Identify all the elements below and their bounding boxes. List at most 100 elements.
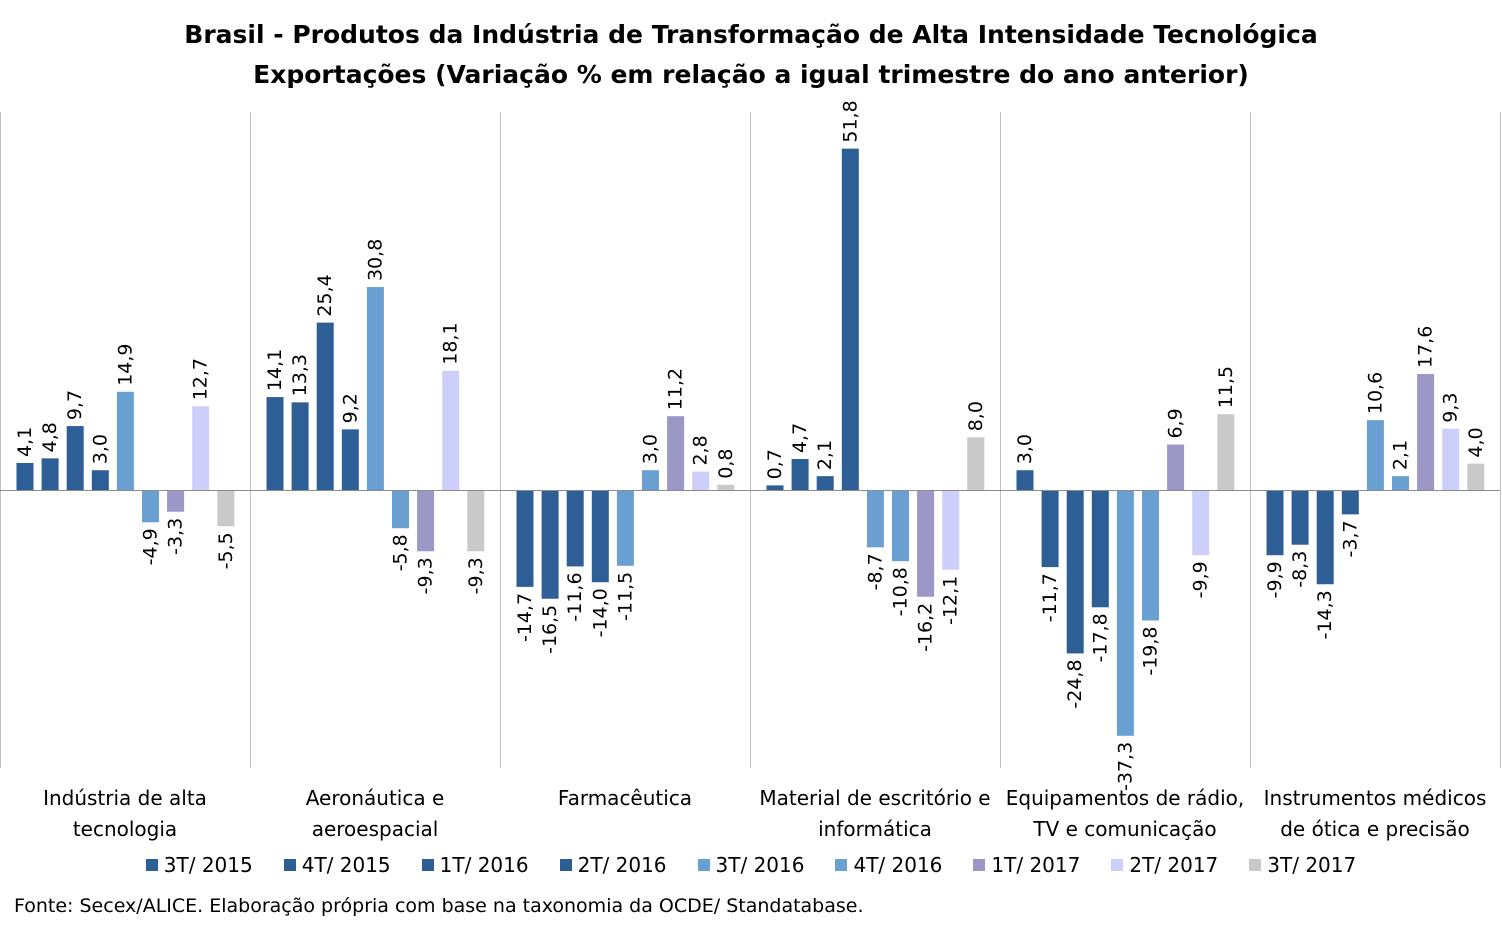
bar: [892, 490, 909, 562]
bar: [392, 490, 409, 529]
bar: [717, 484, 735, 490]
data-label: -19,8: [1140, 626, 1162, 675]
bar: [1217, 414, 1235, 490]
bar: [866, 490, 884, 548]
category-label: Equipamentos de rádio,: [1006, 786, 1245, 810]
bar: [1316, 490, 1334, 585]
data-label: 10,6: [1364, 372, 1386, 414]
chart-title: Brasil - Produtos da Indústria de Transf…: [184, 20, 1318, 49]
data-label: 8,0: [965, 401, 987, 431]
legend-label: 3T/ 2015: [163, 853, 253, 877]
data-label: 3,0: [1014, 434, 1036, 464]
category-label: tecnologia: [73, 817, 177, 841]
bar: [142, 490, 159, 523]
data-label: 12,7: [190, 358, 212, 400]
legend-label: 1T/ 2017: [991, 853, 1081, 877]
bar: [667, 416, 685, 490]
bar: [1016, 470, 1034, 490]
bar: [1467, 463, 1485, 490]
data-label: 14,1: [264, 349, 286, 391]
data-label: -4,9: [140, 528, 162, 565]
bar: [967, 437, 985, 490]
legend-item: 3T/ 2015: [145, 853, 253, 877]
data-label: -17,8: [1089, 613, 1111, 662]
bar: [1366, 420, 1384, 490]
bar: [1266, 490, 1284, 556]
data-label: -16,2: [915, 603, 937, 652]
legend-item: 2T/ 2016: [559, 853, 667, 877]
legend-swatch: [421, 859, 434, 871]
bar: [791, 459, 809, 490]
legend-swatch: [835, 859, 848, 871]
legend-item: 4T/ 2015: [283, 853, 391, 877]
data-label: 17,6: [1415, 326, 1437, 368]
data-label: 9,3: [1440, 392, 1462, 422]
data-label: -9,9: [1190, 561, 1212, 598]
bar: [116, 391, 134, 490]
chart-legend: 3T/ 2015 4T/ 2015 1T/ 2016 2T/ 2016 3T/ 2016…: [0, 853, 1502, 877]
legend-item: 1T/ 2016: [421, 853, 529, 877]
legend-swatch: [697, 859, 710, 871]
bar: [217, 490, 235, 527]
bar: [1066, 490, 1084, 654]
bar: [467, 490, 485, 552]
data-label: 18,1: [440, 322, 462, 364]
legend-swatch: [1249, 859, 1262, 871]
data-label: -8,7: [864, 553, 886, 590]
bar: [192, 406, 210, 490]
legend-item: 1T/ 2017: [973, 853, 1080, 877]
bar: [1417, 374, 1435, 490]
bar: [1291, 490, 1309, 545]
data-label: 13,3: [289, 354, 311, 396]
data-label: -14,0: [589, 588, 611, 637]
legend-label: 4T/ 2016: [853, 853, 943, 877]
legend-swatch: [559, 859, 572, 871]
bar: [442, 370, 460, 490]
data-label: 11,5: [1215, 366, 1237, 408]
data-label: -9,3: [415, 557, 437, 594]
data-label: 4,0: [1465, 427, 1487, 457]
data-label: -9,3: [465, 557, 487, 594]
data-label: 51,8: [839, 100, 861, 142]
data-label: 4,1: [14, 427, 36, 457]
bar: [366, 287, 384, 490]
category-label: aeroespacial: [312, 817, 439, 841]
bar: [816, 476, 834, 490]
data-label: -11,7: [1039, 573, 1061, 622]
data-label: 4,8: [39, 422, 61, 452]
legend-label: 1T/ 2016: [439, 853, 529, 877]
data-label: -37,3: [1114, 742, 1136, 791]
data-label: 3,0: [89, 434, 111, 464]
category-label: Material de escritório e: [759, 786, 990, 810]
bar: [1192, 490, 1210, 556]
data-label: -14,7: [514, 593, 536, 642]
source-note: Fonte: Secex/ALICE. Elaboração própria c…: [14, 895, 864, 917]
category-label: TV e comunicação: [1032, 817, 1216, 841]
bar: [616, 490, 634, 566]
data-label: -3,7: [1339, 520, 1361, 557]
data-label: 14,9: [114, 343, 136, 385]
data-label: 3,0: [640, 434, 662, 464]
data-label: 4,7: [789, 423, 811, 453]
bar: [591, 490, 609, 583]
bar: [316, 322, 334, 490]
bar: [766, 485, 784, 490]
data-label: -9,9: [1264, 561, 1286, 598]
bar: [66, 426, 84, 490]
legend-label: 4T/ 2015: [301, 853, 391, 877]
bar: [841, 148, 859, 490]
bar: [1091, 490, 1109, 608]
data-label: -12,1: [940, 576, 962, 625]
data-label: 9,2: [339, 393, 361, 423]
bar: [291, 402, 309, 490]
legend-label: 3T/ 2017: [1267, 853, 1357, 877]
bar: [1041, 490, 1059, 568]
bar: [692, 471, 710, 490]
data-label: -14,3: [1314, 590, 1336, 639]
bar: [942, 490, 960, 570]
legend-swatch: [973, 859, 986, 871]
bar: [1116, 490, 1134, 736]
data-label: 25,4: [314, 274, 336, 316]
data-label: -16,5: [539, 605, 561, 654]
bar: [516, 490, 534, 587]
